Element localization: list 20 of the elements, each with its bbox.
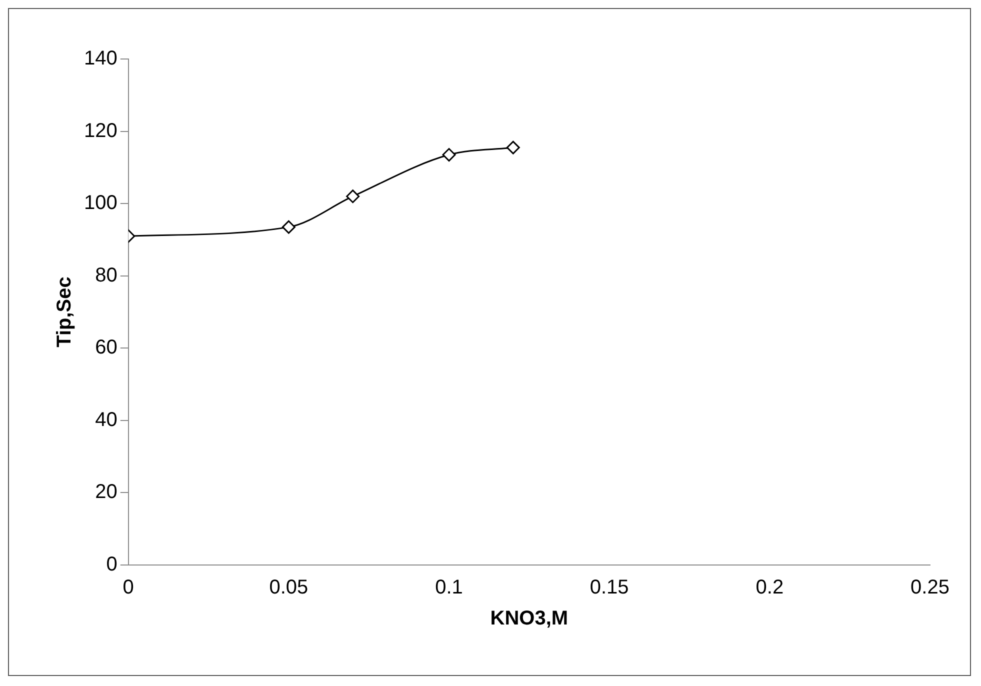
y-tick-label: 140 bbox=[84, 48, 118, 70]
x-tick-label: 0 bbox=[122, 576, 134, 599]
y-tick-label: 40 bbox=[95, 408, 118, 431]
y-tick-label: 0 bbox=[106, 554, 118, 576]
y-axis-title: Tip,Sec bbox=[54, 276, 76, 348]
y-tick-label: 20 bbox=[95, 481, 118, 504]
point bbox=[442, 148, 456, 162]
y-tick-label: 120 bbox=[84, 120, 118, 142]
x-tick-label: 0.05 bbox=[269, 576, 308, 599]
x-tick-label: 0.1 bbox=[435, 576, 463, 599]
x-tick-label: 0.15 bbox=[590, 576, 629, 599]
point bbox=[346, 190, 360, 204]
y-tick-label: 80 bbox=[95, 264, 118, 286]
point bbox=[282, 220, 296, 234]
x-tick-label: 0.25 bbox=[910, 576, 950, 599]
y-tick-label: 60 bbox=[95, 336, 118, 359]
x-tick-label: 0.2 bbox=[756, 576, 784, 599]
y-tick-label: 100 bbox=[84, 192, 118, 214]
x-axis-title: KNO3,M bbox=[490, 608, 568, 630]
point bbox=[506, 140, 520, 154]
